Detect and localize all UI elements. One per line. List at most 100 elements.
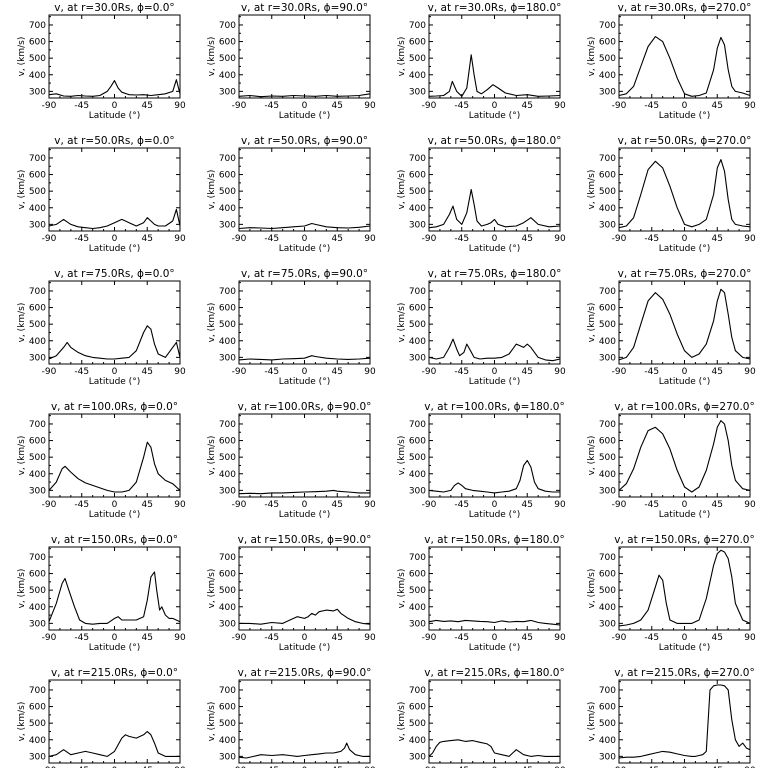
panel-13-title: v, at r=100.0Rs, ϕ=0.0°	[51, 401, 178, 413]
panel-16-xtick-label: -90	[612, 500, 627, 510]
panel-21-ytick-label: 700	[29, 686, 46, 696]
panel-7-ylabel: v, (km/s)	[397, 170, 407, 210]
panel-14-xtick-label: 45	[332, 500, 343, 510]
panel-21-title: v, at r=215.0Rs, ϕ=0.0°	[51, 667, 178, 679]
panel-4-ytick-label: 700	[599, 21, 616, 31]
panel-2-title: v, at r=30.0Rs, ϕ=90.0°	[241, 2, 368, 14]
panel-15-ytick-label: 500	[409, 453, 426, 463]
panel-23-ytick-label: 500	[409, 719, 426, 729]
panel-21-xtick-label: -90	[42, 766, 57, 768]
panel-6-ytick-label: 700	[219, 154, 236, 164]
panel-1-xtick-label: -90	[42, 101, 57, 111]
panel-24-xtick-label: -45	[644, 766, 659, 768]
panel-21-ytick-label: 400	[29, 736, 46, 746]
panel-12-xtick-label: 90	[744, 367, 756, 377]
panel-5-xtick-label: 0	[112, 234, 118, 244]
panel-15-ytick-label: 300	[409, 486, 426, 496]
panel-9-xtick-label: 90	[174, 367, 186, 377]
panel-1-xtick-label: 90	[174, 101, 186, 111]
panel-6-ytick-label: 300	[219, 220, 236, 230]
panel-13-xtick-label: -45	[74, 500, 89, 510]
panel-3-xtick-label: -90	[422, 101, 437, 111]
panel-2-frame	[238, 14, 371, 99]
panel-20-frame	[618, 546, 751, 631]
panel-10-xtick-label: 0	[302, 367, 308, 377]
panel-19-title: v, at r=150.0Rs, ϕ=180.0°	[424, 534, 564, 546]
panel-10-xlabel: Latitude (°)	[279, 377, 330, 387]
panel-11-title: v, at r=75.0Rs, ϕ=180.0°	[428, 268, 562, 280]
panel-11-xtick-label: -90	[422, 367, 437, 377]
panel-4-title: v, at r=30.0Rs, ϕ=270.0°	[618, 2, 752, 14]
panel-3-ylabel: v, (km/s)	[397, 37, 407, 77]
panel-24-ylabel: v, (km/s)	[587, 702, 597, 742]
panel-16-ylabel: v, (km/s)	[587, 436, 597, 476]
panel-18-xlabel: Latitude (°)	[279, 643, 330, 653]
panel-20-series-line	[618, 549, 751, 627]
panel-24-xtick-label: 45	[712, 766, 723, 768]
panel-9-title: v, at r=75.0Rs, ϕ=0.0°	[54, 268, 174, 280]
panel-24-ytick-label: 300	[599, 752, 616, 762]
panel-14-ylabel: v, (km/s)	[207, 436, 217, 476]
panel-19-xtick-label: -90	[422, 633, 437, 643]
panel-18-title: v, at r=150.0Rs, ϕ=90.0°	[238, 534, 372, 546]
panel-5-title: v, at r=50.0Rs, ϕ=0.0°	[54, 135, 174, 147]
panel-20-title: v, at r=150.0Rs, ϕ=270.0°	[614, 534, 754, 546]
panel-24-xtick-label: -90	[612, 766, 627, 768]
panel-11-xtick-label: 0	[492, 367, 498, 377]
panel-23-xtick-label: -45	[454, 766, 469, 768]
panel-4-xtick-label: 45	[712, 101, 723, 111]
panel-11-xlabel: Latitude (°)	[469, 377, 520, 387]
panel-20-ytick-label: 700	[599, 553, 616, 563]
panel-18-frame	[238, 546, 371, 631]
panel-4-xtick-label: -45	[644, 101, 659, 111]
panel-20-xtick-label: -45	[644, 633, 659, 643]
panel-14-ytick-label: 700	[219, 420, 236, 430]
panel-6-ytick-label: 600	[219, 171, 236, 181]
panel-2-ylabel: v, (km/s)	[207, 37, 217, 77]
panel-2-xtick-label: 45	[332, 101, 343, 111]
panel-23-ytick-label: 600	[409, 703, 426, 713]
panel-24-xtick-label: 0	[682, 766, 688, 768]
panel-20-ytick-label: 600	[599, 570, 616, 580]
panel-10-frame	[238, 280, 371, 365]
panel-2-ytick-label: 400	[219, 71, 236, 81]
panel-15-xtick-label: 90	[554, 500, 566, 510]
panel-22-title: v, at r=215.0Rs, ϕ=90.0°	[238, 667, 372, 679]
panel-9-ytick-label: 600	[29, 304, 46, 314]
panel-15-xtick-label: 45	[522, 500, 533, 510]
panel-1-xtick-label: -45	[74, 101, 89, 111]
panel-2-series-line	[238, 93, 371, 98]
panel-19-ytick-label: 300	[409, 619, 426, 629]
panel-9-frame	[48, 280, 181, 365]
panel-8-ytick-label: 700	[599, 154, 616, 164]
panel-22-ytick-label: 500	[219, 719, 236, 729]
panel-7-xtick-label: 45	[522, 234, 533, 244]
panel-12-xtick-label: -45	[644, 367, 659, 377]
panel-12-xtick-label: -90	[612, 367, 627, 377]
panel-21-series-line	[48, 730, 180, 757]
panel-23-ytick-label: 400	[409, 736, 426, 746]
panel-8-title: v, at r=50.0Rs, ϕ=270.0°	[618, 135, 752, 147]
panel-24-ytick-label: 400	[599, 736, 616, 746]
panel-23-ytick-label: 700	[409, 686, 426, 696]
panel-8-ylabel: v, (km/s)	[587, 170, 597, 210]
panel-17-xtick-label: -45	[74, 633, 89, 643]
panel-22-xtick-label: 90	[364, 766, 376, 768]
panel-3-ytick-label: 300	[409, 87, 426, 97]
panel-19-ylabel: v, (km/s)	[397, 569, 407, 609]
panel-18-xtick-label: -45	[264, 633, 279, 643]
panel-14-xtick-label: -45	[264, 500, 279, 510]
panel-18-xtick-label: -90	[232, 633, 247, 643]
panel-15-series-line	[428, 459, 560, 494]
panel-10-ytick-label: 500	[219, 320, 236, 330]
panel-23-ytick-label: 300	[409, 752, 426, 762]
panel-16-ytick-label: 300	[599, 486, 616, 496]
panel-18-series-line	[239, 608, 371, 625]
panel-12-ylabel: v, (km/s)	[587, 303, 597, 343]
panel-4-ytick-label: 600	[599, 38, 616, 48]
panel-21-ylabel: v, (km/s)	[17, 702, 27, 742]
panel-2-xtick-label: -90	[232, 101, 247, 111]
panel-4-ytick-label: 500	[599, 54, 616, 64]
panel-24-xtick-label: 90	[744, 766, 756, 768]
